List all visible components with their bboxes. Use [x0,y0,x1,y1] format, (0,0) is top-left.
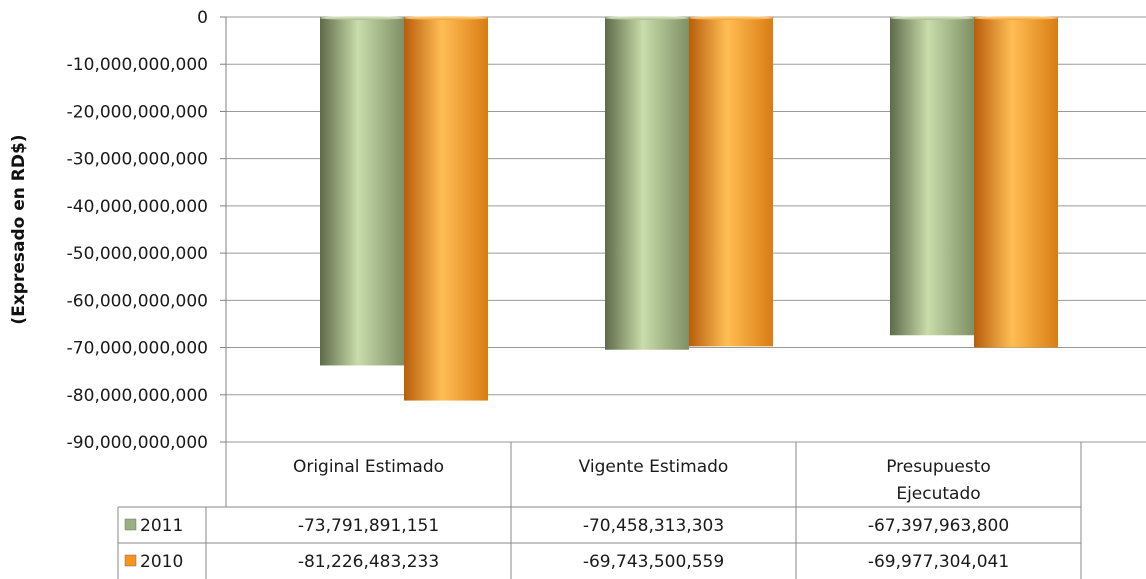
y-tick-label: -20,000,000,000 [67,102,208,122]
y-tick-label: -50,000,000,000 [67,244,208,264]
bar-top-2011-0 [320,16,404,20]
data-label-2011-1: -70,458,313,303 [583,516,724,536]
bar-top-2010-0 [404,16,488,20]
y-tick-label: -30,000,000,000 [67,150,208,170]
bar-2010-0 [404,17,488,401]
bar-2011-0 [320,17,404,366]
data-label-2010-2: -69,977,304,041 [868,552,1009,572]
y-tick-label: 0 [197,8,208,28]
data-label-2010-0: -81,226,483,233 [298,552,439,572]
y-tick-label: -10,000,000,000 [67,55,208,75]
legend-swatch-2010 [124,554,137,567]
legend-label-2010: 2010 [140,552,183,572]
bars [320,16,1058,401]
y-tick-label: -80,000,000,000 [67,386,208,406]
y-tick-label: -90,000,000,000 [67,433,208,453]
y-axis: 0 -10,000,000,000 -20,000,000,000 -30,000,0… [9,8,227,453]
bar-2011-2 [890,17,974,336]
legend-swatch-2011 [124,518,137,531]
data-table: Original Estimado Vigente Estimado Presupu… [117,442,1082,579]
category-label: Ejecutado [896,484,980,504]
legend-label-2011: 2011 [140,516,183,536]
data-label-2010-1: -69,743,500,559 [583,552,724,572]
bar-2011-1 [605,17,689,350]
bar-top-2011-1 [605,16,689,20]
y-tick-label: -60,000,000,000 [67,291,208,311]
bar-2010-2 [974,17,1058,348]
bar-top-2010-1 [689,16,773,20]
category-label: Original Estimado [293,457,444,477]
bar-top-2010-2 [974,16,1058,20]
bar-top-2011-2 [890,16,974,20]
category-label: Presupuesto [886,457,991,477]
y-tick-label: -40,000,000,000 [67,197,208,217]
y-axis-title: (Expresado en RD$) [9,134,29,324]
data-label-2011-0: -73,791,891,151 [298,516,439,536]
category-label: Vigente Estimado [579,457,729,477]
data-label-2011-2: -67,397,963,800 [868,516,1009,536]
y-tick-label: -70,000,000,000 [67,339,208,359]
bar-2010-1 [689,17,773,347]
